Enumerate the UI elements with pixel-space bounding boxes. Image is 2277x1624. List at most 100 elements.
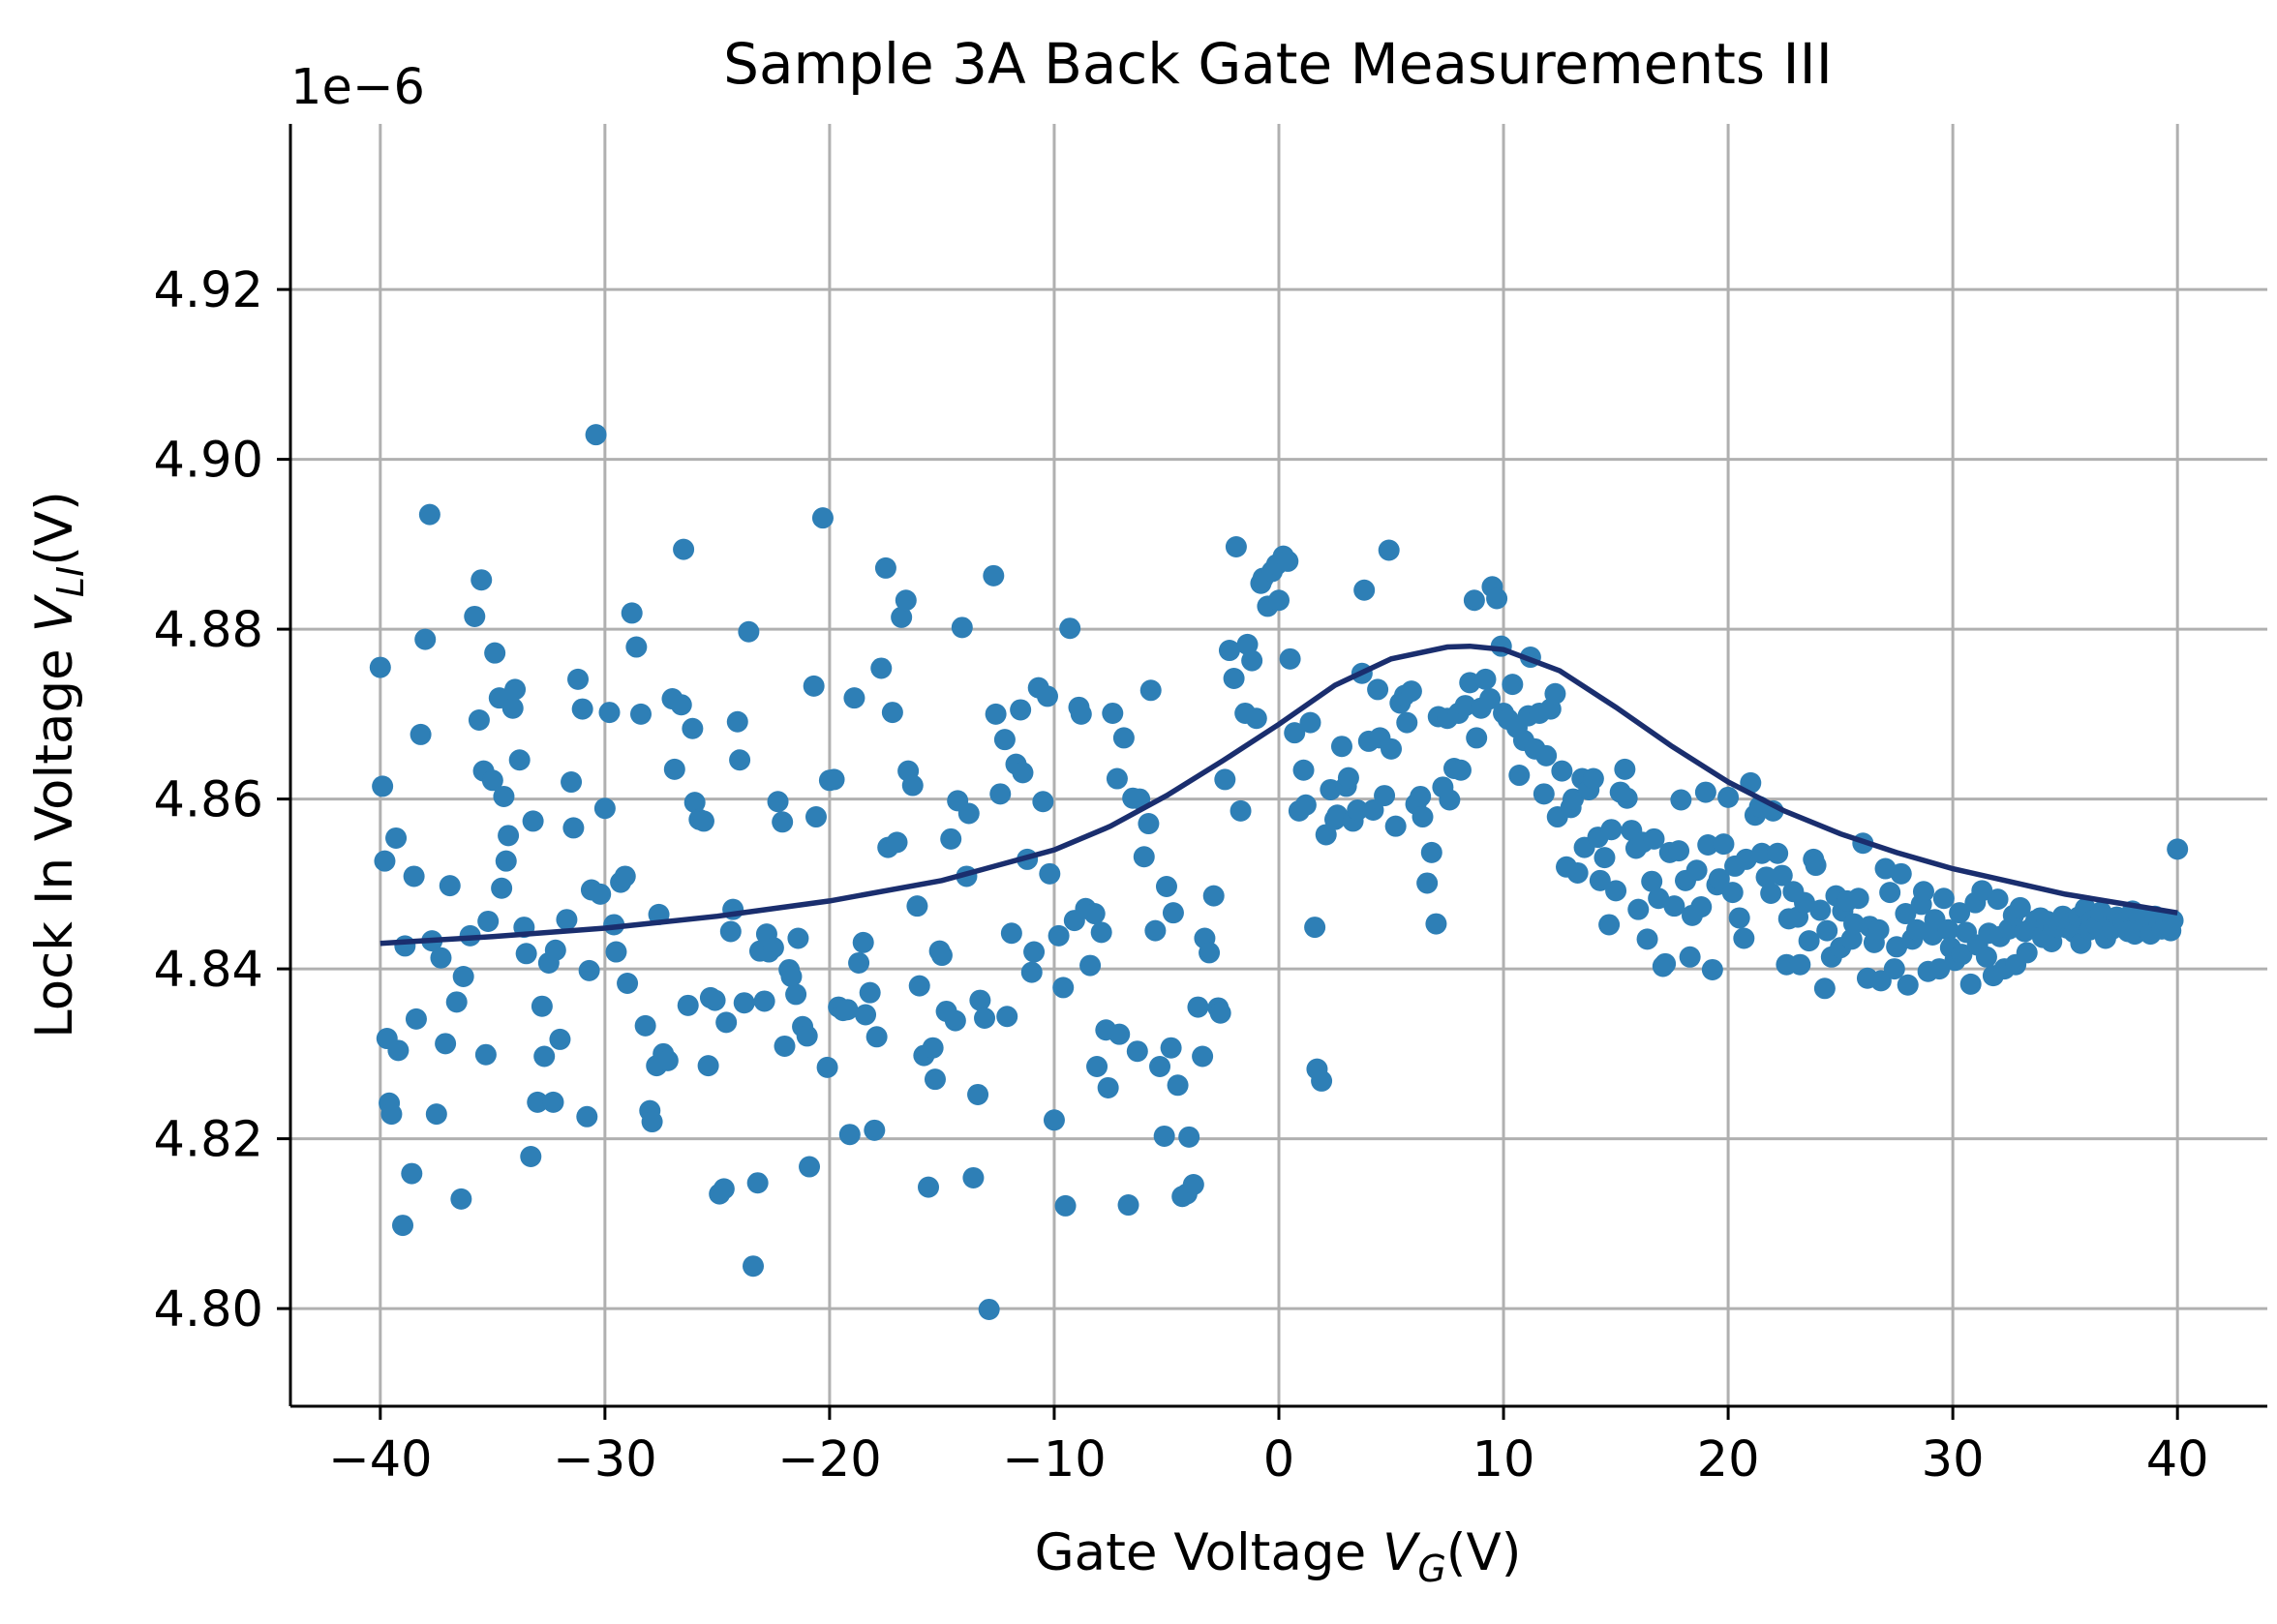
data-point xyxy=(1153,1125,1175,1147)
y-tick-label: 4.90 xyxy=(153,433,263,490)
data-point xyxy=(1717,786,1740,808)
data-point xyxy=(471,569,493,591)
data-point xyxy=(1502,674,1524,696)
data-point xyxy=(983,564,1005,586)
data-point xyxy=(951,617,973,639)
data-point xyxy=(477,910,500,932)
x-tick-label: 20 xyxy=(1697,1431,1760,1489)
data-point xyxy=(1279,647,1301,670)
data-point xyxy=(1771,864,1793,887)
data-point xyxy=(634,1014,656,1037)
data-point xyxy=(1809,899,1832,921)
data-point xyxy=(369,656,391,678)
data-point xyxy=(1162,902,1184,924)
data-point xyxy=(1767,842,1789,864)
data-point xyxy=(1879,882,1901,904)
y-axis-label-symbol: V xyxy=(25,593,84,632)
data-point xyxy=(1225,535,1247,557)
data-point xyxy=(1410,785,1432,807)
data-point xyxy=(1047,924,1070,947)
data-point xyxy=(1374,785,1396,807)
data-point xyxy=(544,939,566,961)
data-point xyxy=(1793,891,1815,914)
data-point xyxy=(1079,954,1102,977)
data-point xyxy=(1010,699,1032,721)
data-point xyxy=(522,810,544,832)
data-point xyxy=(617,973,639,995)
data-point xyxy=(1713,833,1735,856)
data-point xyxy=(697,1055,719,1077)
data-point xyxy=(387,1039,410,1062)
data-point xyxy=(738,620,760,643)
data-point xyxy=(452,965,474,987)
data-point xyxy=(401,1162,423,1185)
data-point xyxy=(1912,881,1934,903)
data-point xyxy=(1679,946,1701,968)
data-point xyxy=(1155,875,1177,897)
data-point xyxy=(493,785,515,807)
data-point xyxy=(1412,806,1434,828)
data-point xyxy=(439,875,461,897)
data-point xyxy=(464,605,486,627)
data-point xyxy=(1059,617,1081,640)
data-point xyxy=(474,1043,497,1066)
data-point xyxy=(1949,902,1971,924)
data-point xyxy=(1032,791,1054,813)
data-point xyxy=(1959,973,1982,995)
data-point xyxy=(394,935,416,957)
data-point xyxy=(1337,767,1359,789)
data-point xyxy=(1694,781,1716,803)
data-point xyxy=(1721,882,1744,904)
data-point xyxy=(683,792,706,814)
data-point xyxy=(746,1172,769,1194)
data-point xyxy=(549,1028,571,1050)
data-point xyxy=(481,769,503,792)
data-point xyxy=(1097,1076,1119,1098)
data-point xyxy=(780,965,803,987)
data-point xyxy=(1750,842,1773,864)
data-point xyxy=(1167,1074,1189,1097)
data-point xyxy=(1384,815,1407,837)
data-point xyxy=(1867,918,1890,941)
data-point xyxy=(1843,913,1866,935)
data-point xyxy=(1454,695,1476,717)
data-point xyxy=(1012,762,1034,784)
data-point xyxy=(1690,896,1713,918)
data-point xyxy=(838,1124,861,1146)
data-point xyxy=(531,995,553,1017)
data-point xyxy=(805,806,827,828)
data-point xyxy=(656,1049,679,1071)
data-point xyxy=(1202,885,1225,907)
data-point xyxy=(743,1255,765,1278)
data-point xyxy=(556,909,578,931)
data-point xyxy=(978,1298,1000,1320)
data-point xyxy=(1463,589,1485,612)
data-point xyxy=(859,981,881,1004)
data-point xyxy=(1192,1045,1214,1068)
y-tick-label: 4.92 xyxy=(153,262,263,319)
data-point xyxy=(1330,736,1352,758)
y-axis-ticks: 4.80 4.82 4.84 4.86 4.88 4.90 4.92 xyxy=(153,262,290,1338)
data-point xyxy=(614,865,636,887)
data-point xyxy=(1070,703,1092,725)
data-point xyxy=(625,636,648,658)
data-point xyxy=(385,827,408,849)
data-point xyxy=(435,1033,457,1055)
data-point xyxy=(372,775,394,797)
data-point xyxy=(1733,927,1755,949)
x-tick-label: 30 xyxy=(1922,1431,1985,1489)
data-point xyxy=(571,698,593,720)
y-tick-label: 4.88 xyxy=(153,602,263,659)
x-axis-label-text: Gate Voltage xyxy=(1035,1523,1367,1582)
grid xyxy=(290,124,2267,1406)
data-point xyxy=(484,642,506,664)
data-point xyxy=(418,503,440,526)
data-point xyxy=(886,831,908,854)
data-point xyxy=(1594,847,1616,869)
data-point xyxy=(585,424,607,446)
data-point xyxy=(392,1215,414,1237)
data-point xyxy=(430,947,452,969)
data-point xyxy=(967,1083,989,1105)
data-point xyxy=(843,687,865,709)
